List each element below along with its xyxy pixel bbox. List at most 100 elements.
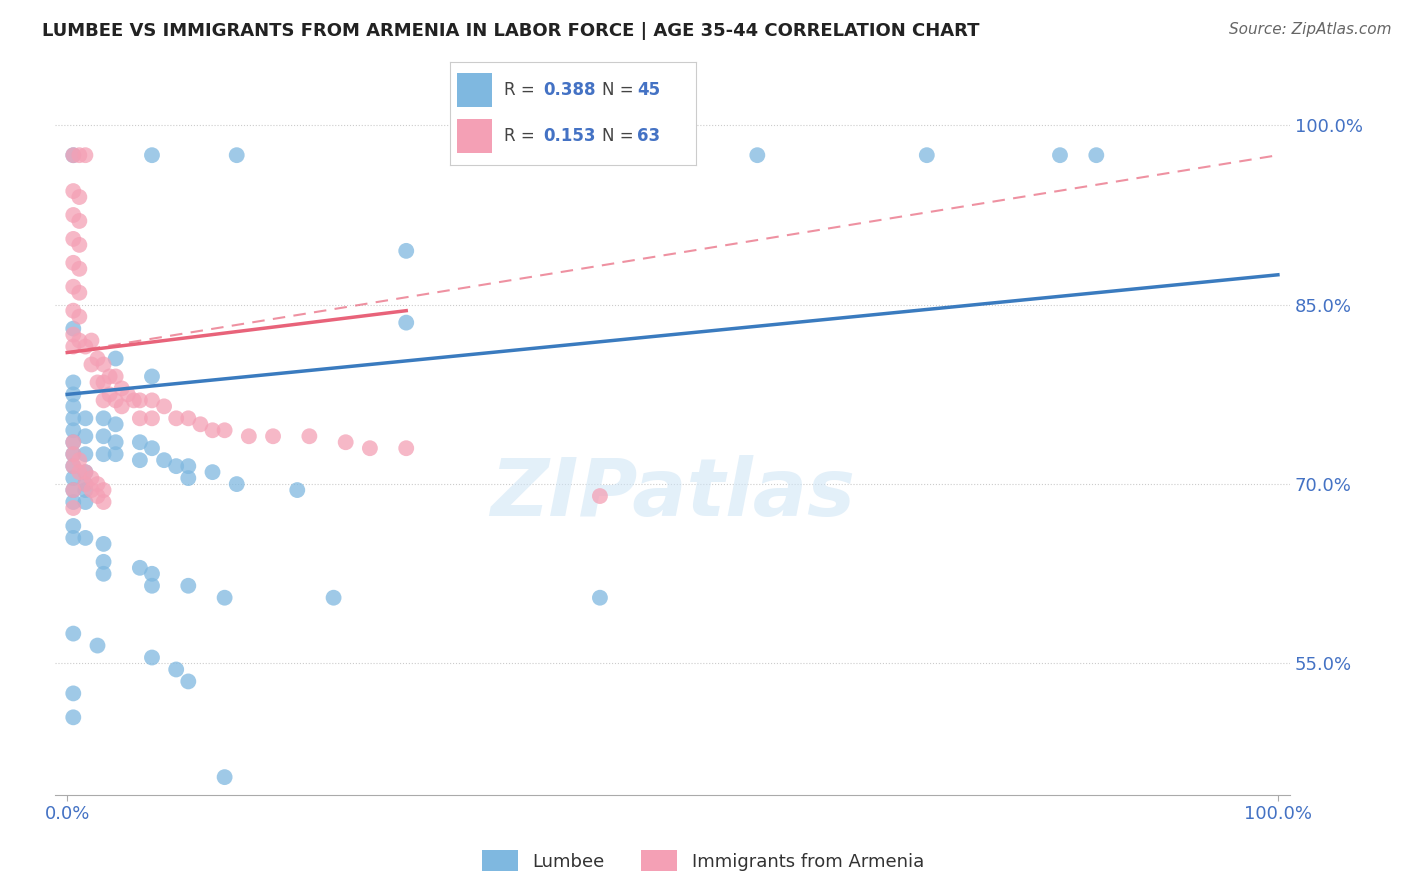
Point <box>75 531 97 545</box>
Point <box>86 351 108 366</box>
Point <box>62 459 84 474</box>
Point <box>395 441 418 455</box>
Point <box>98 387 121 401</box>
Point <box>93 447 115 461</box>
Point <box>62 459 84 474</box>
Point <box>93 358 115 372</box>
Point <box>62 519 84 533</box>
Point <box>67 261 90 276</box>
Point <box>62 184 84 198</box>
Point <box>62 483 84 497</box>
Point <box>75 411 97 425</box>
Point <box>141 411 163 425</box>
Point <box>104 417 127 432</box>
Text: N =: N = <box>603 128 640 145</box>
Point <box>86 376 108 390</box>
Point <box>93 376 115 390</box>
Point <box>93 483 115 497</box>
Point <box>177 471 200 485</box>
Point <box>165 411 187 425</box>
Point <box>201 465 224 479</box>
Point <box>262 429 284 443</box>
Point <box>62 321 84 335</box>
Point <box>62 710 84 724</box>
Point <box>141 148 163 162</box>
Point <box>62 435 84 450</box>
Point <box>589 591 612 605</box>
Point <box>104 393 127 408</box>
Point <box>141 566 163 581</box>
Point <box>62 303 84 318</box>
Point <box>141 650 163 665</box>
Text: 63: 63 <box>637 128 659 145</box>
Point <box>395 316 418 330</box>
Point <box>225 477 247 491</box>
FancyBboxPatch shape <box>457 119 492 153</box>
Point <box>177 579 200 593</box>
Point <box>285 483 308 497</box>
Point <box>62 447 84 461</box>
Point <box>395 244 418 258</box>
Point <box>62 471 84 485</box>
Text: R =: R = <box>505 128 540 145</box>
Point <box>86 477 108 491</box>
Point <box>128 453 150 467</box>
Point <box>62 208 84 222</box>
Point <box>128 393 150 408</box>
Point <box>93 537 115 551</box>
Point <box>104 369 127 384</box>
Point <box>75 447 97 461</box>
Point <box>238 429 260 443</box>
Point <box>201 423 224 437</box>
Point <box>67 465 90 479</box>
Point <box>214 423 236 437</box>
Point <box>214 770 236 784</box>
Point <box>62 411 84 425</box>
Point <box>62 148 84 162</box>
Point <box>93 393 115 408</box>
Point <box>128 411 150 425</box>
Point <box>62 148 84 162</box>
Point <box>86 639 108 653</box>
Point <box>80 334 103 348</box>
Point <box>1085 148 1108 162</box>
Point <box>589 489 612 503</box>
Point <box>915 148 938 162</box>
Point <box>111 400 134 414</box>
Point <box>75 148 97 162</box>
Point <box>747 148 769 162</box>
Point <box>75 465 97 479</box>
Point <box>62 501 84 516</box>
Point <box>117 387 139 401</box>
Point <box>141 369 163 384</box>
Point <box>75 465 97 479</box>
Point <box>359 441 381 455</box>
Text: 0.153: 0.153 <box>543 128 596 145</box>
FancyBboxPatch shape <box>457 73 492 106</box>
Text: 45: 45 <box>637 81 659 99</box>
Point <box>177 674 200 689</box>
Point <box>335 435 357 450</box>
Point <box>165 663 187 677</box>
Point <box>67 214 90 228</box>
Point <box>153 400 176 414</box>
Point <box>1049 148 1071 162</box>
Point <box>93 429 115 443</box>
Point <box>93 411 115 425</box>
Point <box>67 148 90 162</box>
Point <box>62 686 84 700</box>
Text: R =: R = <box>505 81 540 99</box>
Point <box>141 393 163 408</box>
Point <box>67 334 90 348</box>
Point <box>62 327 84 342</box>
Point <box>86 489 108 503</box>
Point <box>67 238 90 252</box>
Legend: Lumbee, Immigrants from Armenia: Lumbee, Immigrants from Armenia <box>475 843 931 879</box>
Point <box>104 351 127 366</box>
Text: Source: ZipAtlas.com: Source: ZipAtlas.com <box>1229 22 1392 37</box>
Point <box>67 190 90 204</box>
Point <box>128 561 150 575</box>
Point <box>177 459 200 474</box>
Point <box>62 387 84 401</box>
Point <box>141 441 163 455</box>
